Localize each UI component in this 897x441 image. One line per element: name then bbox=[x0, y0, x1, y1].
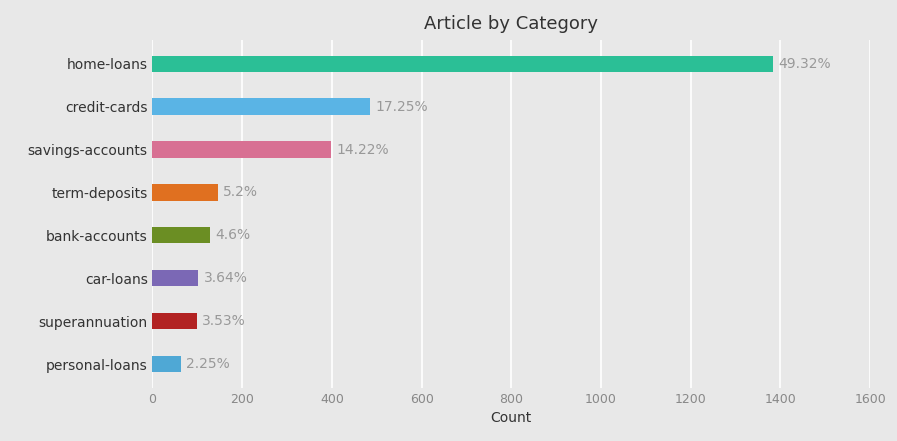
Text: 3.64%: 3.64% bbox=[204, 271, 248, 285]
Bar bbox=[152, 227, 210, 243]
X-axis label: Count: Count bbox=[491, 411, 532, 426]
Bar bbox=[152, 270, 198, 286]
Text: 5.2%: 5.2% bbox=[223, 185, 258, 199]
Text: 49.32%: 49.32% bbox=[779, 57, 832, 71]
Title: Article by Category: Article by Category bbox=[424, 15, 598, 33]
Text: 3.53%: 3.53% bbox=[203, 314, 246, 328]
Bar bbox=[152, 142, 331, 158]
Bar bbox=[152, 313, 197, 329]
Bar bbox=[152, 98, 370, 115]
Text: 17.25%: 17.25% bbox=[375, 100, 428, 114]
Text: 14.22%: 14.22% bbox=[337, 142, 389, 157]
Text: 4.6%: 4.6% bbox=[216, 228, 251, 243]
Bar bbox=[152, 56, 773, 72]
Bar bbox=[152, 356, 181, 372]
Text: 2.25%: 2.25% bbox=[187, 357, 230, 371]
Bar bbox=[152, 184, 218, 201]
